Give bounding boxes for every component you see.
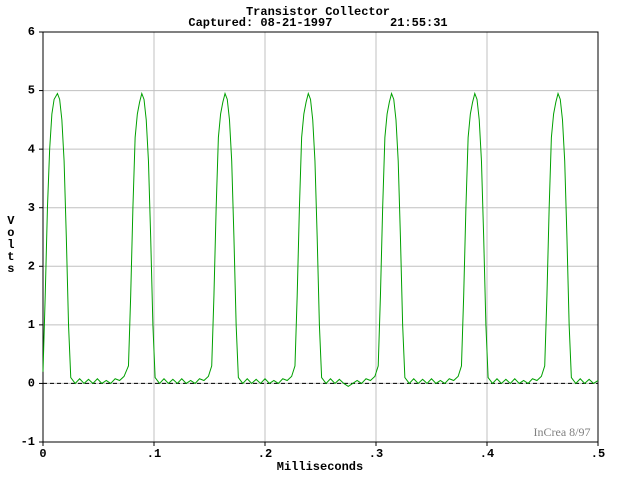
x-tick-label: 0 [39,447,46,461]
y-tick-label: 5 [28,84,35,98]
y-tick-label: 0 [28,377,35,391]
x-tick-label: .1 [147,447,161,461]
y-axis-label: Volts [4,214,18,274]
y-tick-label: 2 [28,259,35,273]
y-tick-label: -1 [21,435,35,449]
x-tick-label: .5 [591,447,605,461]
y-tick-label: 1 [28,318,35,332]
y-tick-label: 3 [28,201,35,215]
plot-frame [42,31,599,443]
x-tick-label: .2 [258,447,272,461]
x-axis-label: Milliseconds [277,460,363,474]
x-tick-label: .3 [369,447,383,461]
y-tick-label: 4 [28,142,35,156]
chart-subtitle: Captured: 08-21-1997 21:55:31 [188,16,447,30]
x-tick-label: .4 [480,447,494,461]
data-line [42,91,599,387]
y-tick-label: 6 [28,25,35,39]
chart-title: Transistor Collector [246,5,390,19]
annotation: InCrea 8/97 [534,425,591,439]
